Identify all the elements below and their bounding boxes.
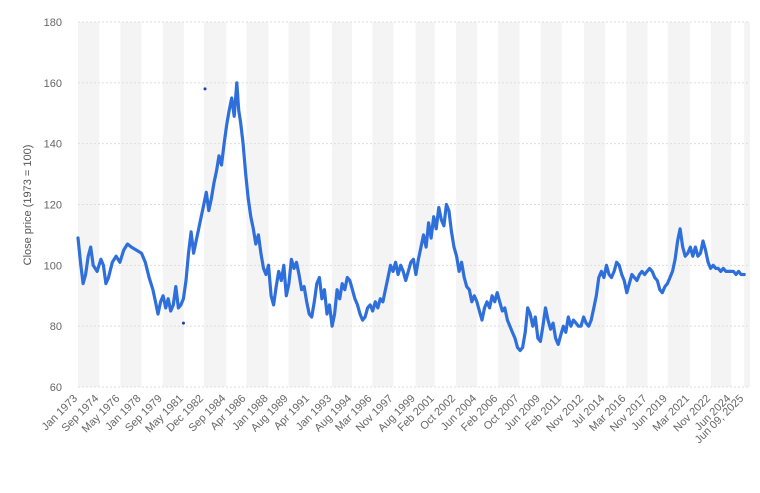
outlier-markers: [181, 87, 207, 325]
background-band: [246, 22, 269, 387]
y-tick-label: 160: [44, 78, 62, 90]
background-band: [711, 22, 732, 387]
y-tick-label: 80: [50, 321, 62, 333]
y-tick-label: 100: [44, 260, 62, 272]
y-tick-label: 140: [44, 139, 62, 151]
outlier-point: [181, 321, 185, 325]
outlier-point: [203, 87, 207, 91]
y-tick-label: 120: [44, 200, 62, 212]
y-axis-label: Close price (1973 = 100): [22, 145, 34, 266]
series-line-group: [76, 81, 746, 353]
background-band: [162, 22, 184, 387]
background-band: [415, 22, 435, 387]
series-line: [76, 81, 746, 353]
background-band: [626, 22, 648, 387]
y-tick-label: 60: [50, 382, 62, 394]
background-band: [498, 22, 520, 387]
y-tick-label: 180: [44, 17, 62, 29]
y-axis-ticks: 60 80 100 120 140 160 180: [44, 17, 62, 394]
background-band: [78, 22, 100, 387]
